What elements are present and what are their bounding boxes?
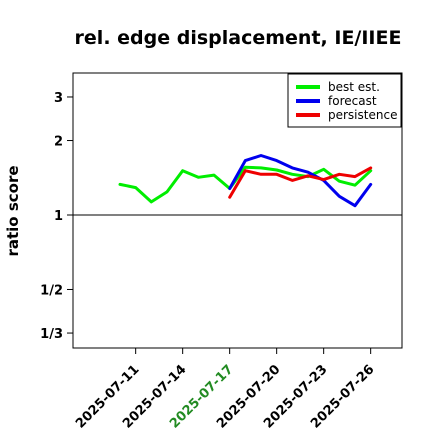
legend-label: persistence [328, 108, 397, 122]
y-tick-label: 1/3 [40, 327, 63, 342]
plot-frame [72, 72, 403, 349]
y-tick-label: 1/2 [40, 283, 63, 298]
y-tick-label: 1 [54, 209, 63, 224]
chart-title: rel. edge displacement, IE/IIEE [75, 27, 402, 49]
y-axis-label: ratio score [4, 165, 22, 256]
legend-label: forecast [328, 94, 377, 108]
plot-layer: 3211/21/32025-07-112025-07-142025-07-172… [40, 91, 402, 432]
series-line-best-est [118, 165, 373, 204]
y-tick-label: 3 [54, 91, 63, 106]
series-line-forecast [228, 154, 373, 208]
series-line-persistence [228, 166, 373, 199]
legend-label: best est. [328, 80, 380, 94]
y-tick-label: 2 [54, 135, 63, 150]
